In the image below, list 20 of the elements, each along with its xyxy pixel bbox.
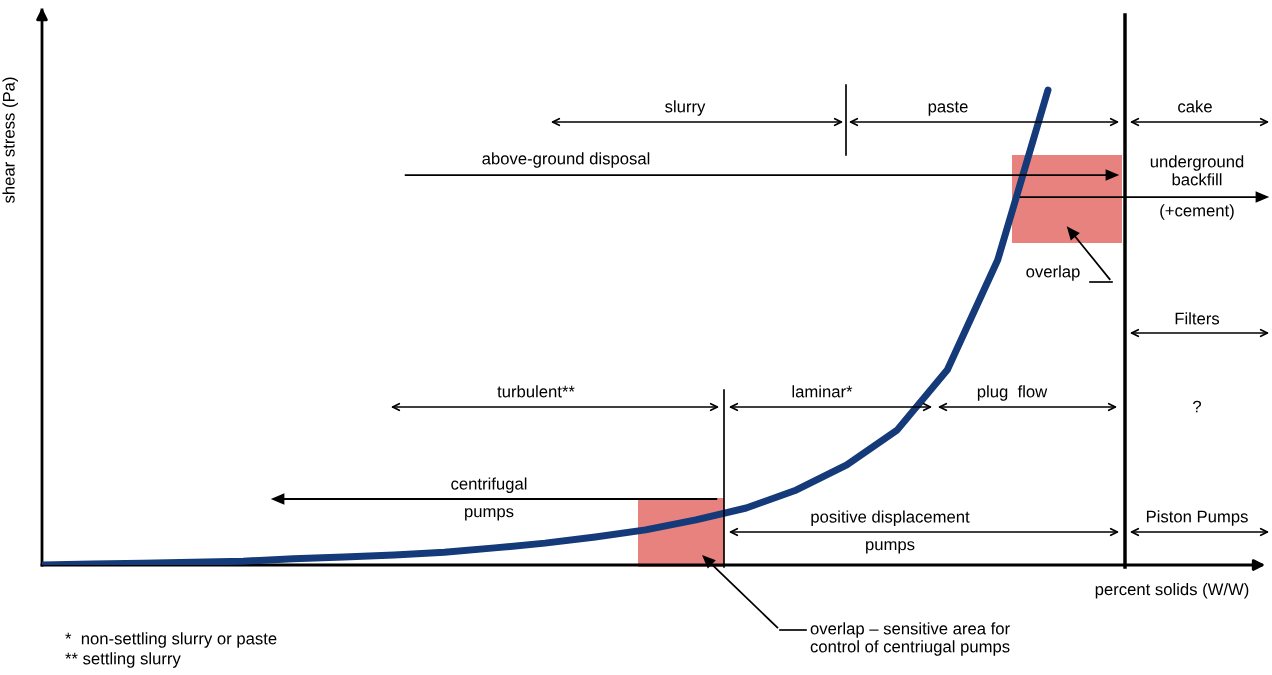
annotation: paste — [928, 101, 968, 116]
text: ? — [1193, 400, 1202, 413]
text: ** settling slurry — [65, 652, 181, 668]
text: overlap – sensitive area for control of centriugal pumps — [810, 622, 1010, 656]
annotation: overlap — [1026, 265, 1080, 281]
x-axis-title: percent solids (W/W) — [1095, 583, 1249, 599]
text: (+cement) — [1160, 204, 1234, 220]
text: cake — [1178, 100, 1212, 113]
annotation: laminar* — [792, 385, 853, 398]
annotation: turbulent** — [497, 385, 575, 398]
annotation: centrifugal pumps — [451, 477, 527, 521]
annotation: plug flow — [977, 385, 1048, 401]
text: Piston Pumps — [1146, 510, 1248, 526]
text: underground backfill — [1150, 155, 1244, 186]
text: Filters — [1175, 312, 1220, 325]
annotation: above-ground disposal — [482, 152, 650, 168]
annotation: positive displacement pumps — [811, 510, 970, 554]
text: * non-settling slurry or paste — [65, 632, 277, 648]
y-axis-title: shear stress (Pa) — [2, 77, 18, 203]
annotation: slurry — [665, 100, 706, 116]
